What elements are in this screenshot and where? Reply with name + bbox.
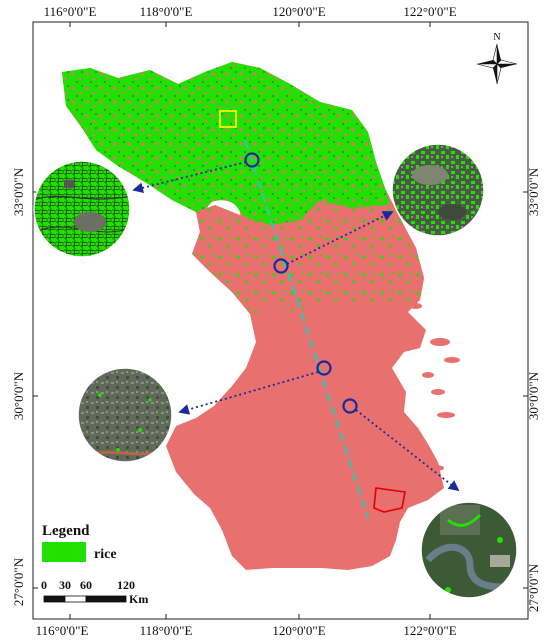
legend-title: Legend: [42, 523, 90, 539]
inset-northwest[interactable]: [30, 158, 134, 262]
right-lat-axis: 33°0'0"N 30°0'0"N 27°0'0"N: [523, 167, 541, 612]
callout-arrow-4: [355, 409, 460, 492]
scale-tick-60: 60: [80, 578, 92, 592]
lat-label-27-right: 27°0'0"N: [526, 563, 541, 612]
top-lon-axis: 116°0'0"E 118°0'0"E 120°0'0"E 122°0'0"E: [44, 4, 457, 27]
left-lat-axis: 33°0'0"N 30°0'0"N 27°0'0"N: [11, 167, 38, 606]
highlight-box-yellow: [219, 110, 237, 128]
transect-line: [243, 139, 370, 519]
bottom-lon-axis: 116°0'0"E 118°0'0"E 120°0'0"E 122°0'0"E: [36, 614, 457, 638]
sample-circle-2[interactable]: [273, 258, 289, 274]
rice-dense-north: [62, 62, 390, 225]
lat-label-33-right: 33°0'0"N: [526, 167, 541, 216]
lon-label-116-top: 116°0'0"E: [44, 4, 97, 19]
lon-label-122-bottom: 122°0'0"E: [403, 623, 456, 638]
lon-label-120-bottom: 120°0'0"E: [272, 623, 325, 638]
legend-rice-label: rice: [94, 547, 117, 562]
scale-bar: 0 30 60 120 Km: [41, 578, 148, 606]
lat-label-30-right: 30°0'0"N: [526, 371, 541, 420]
callout-arrows: [132, 161, 460, 492]
scale-tick-120: 120: [117, 578, 135, 592]
scale-unit: Km: [129, 592, 148, 606]
callout-arrow-3: [178, 371, 319, 415]
sample-circle-4[interactable]: [342, 398, 358, 414]
sample-circle-1[interactable]: [244, 152, 260, 168]
lon-label-120-top: 120°0'0"E: [272, 4, 325, 19]
lon-label-118-bottom: 118°0'0"E: [140, 623, 193, 638]
lon-label-118-top: 118°0'0"E: [140, 4, 193, 19]
highlight-box-red: [373, 487, 406, 513]
north-label: N: [493, 32, 500, 43]
north-arrow: N: [476, 32, 518, 85]
lon-label-122-top: 122°0'0"E: [403, 4, 456, 19]
inset-northeast[interactable]: [390, 142, 486, 238]
callout-arrow-1: [132, 161, 247, 194]
lat-label-33-left: 33°0'0"N: [11, 167, 26, 216]
inset-southeast[interactable]: [420, 500, 520, 600]
scale-tick-0: 0: [41, 578, 47, 592]
legend: Legend rice: [42, 523, 117, 562]
lat-label-30-left: 30°0'0"N: [11, 371, 26, 420]
lon-label-116-bottom: 116°0'0"E: [36, 623, 89, 638]
lat-label-27-left: 27°0'0"N: [11, 557, 26, 606]
coastal-islands: [410, 303, 460, 471]
rice-sparse-middle: [192, 200, 424, 314]
sample-circle-3[interactable]: [316, 360, 332, 376]
scale-tick-30: 30: [59, 578, 71, 592]
legend-rice-swatch: [42, 542, 86, 562]
